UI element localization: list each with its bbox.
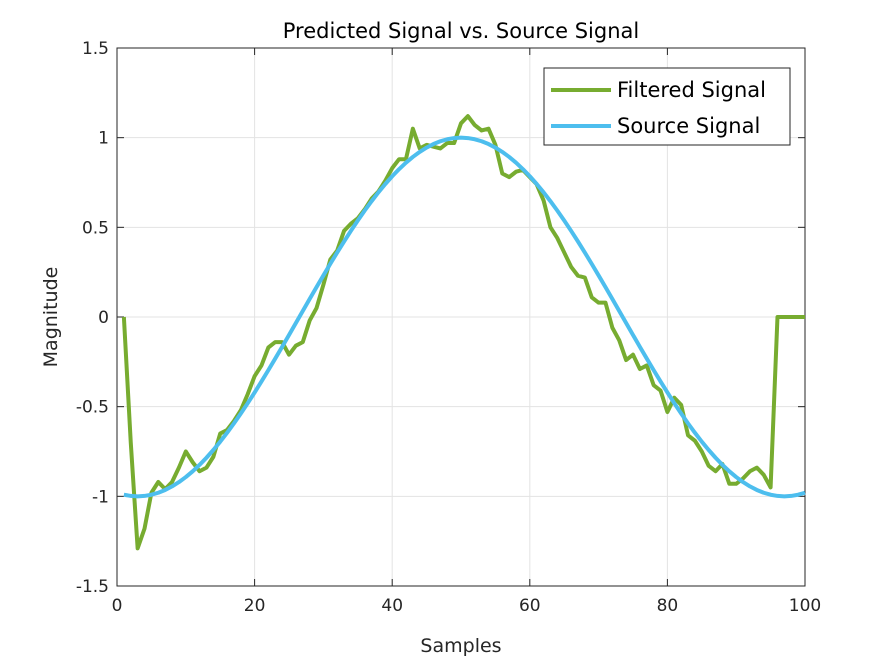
x-tick-label: 100 — [789, 596, 821, 616]
axis-ticks: 0 20 40 60 80 100 -1.5 -1 -0.5 0 0.5 1 1.5 — [76, 39, 821, 616]
legend-label-source-signal: Source Signal — [617, 114, 760, 138]
x-axis-label: Samples — [420, 635, 501, 657]
x-tick-label: 20 — [244, 596, 266, 616]
y-tick-label: -1.5 — [76, 577, 109, 597]
chart-title: Predicted Signal vs. Source Signal — [283, 19, 639, 43]
y-tick-label: 1.5 — [82, 39, 109, 59]
y-axis-label: Magnitude — [40, 267, 62, 368]
x-tick-label: 0 — [112, 596, 123, 616]
y-tick-label: 0.5 — [82, 218, 109, 238]
y-tick-label: -1 — [92, 487, 109, 507]
x-tick-label: 80 — [657, 596, 679, 616]
y-tick-label: -0.5 — [76, 398, 109, 418]
legend: Filtered Signal Source Signal — [543, 67, 791, 146]
legend-label-filtered-signal: Filtered Signal — [617, 78, 766, 102]
series-line-filtered-signal — [121, 114, 805, 551]
legend-box — [543, 67, 791, 146]
y-tick-label: 1 — [98, 129, 109, 149]
y-tick-label: 0 — [98, 308, 109, 328]
x-tick-label: 40 — [381, 596, 403, 616]
series-lines — [121, 114, 806, 551]
series-line-source-signal — [123, 135, 806, 499]
x-tick-label: 60 — [519, 596, 541, 616]
